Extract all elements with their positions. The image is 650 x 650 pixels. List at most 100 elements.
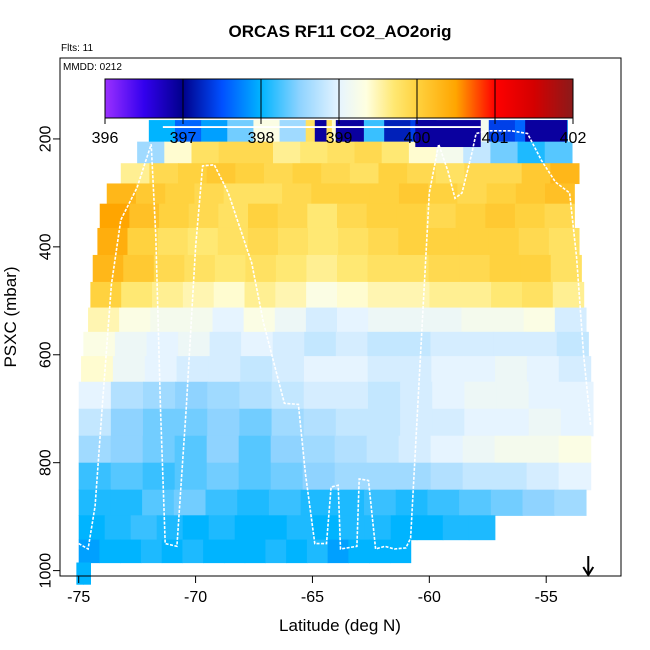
heat-cell [178, 163, 208, 185]
heat-cell [334, 462, 368, 491]
heat-cell [273, 141, 301, 164]
heat-cell [238, 435, 272, 464]
heat-cell [205, 489, 238, 516]
heat-cell [76, 562, 84, 585]
heat-cell-low [335, 120, 364, 142]
heat-cell [525, 331, 558, 357]
heat-cell [260, 515, 288, 541]
heat-cell [253, 120, 281, 143]
heat-cell [153, 254, 185, 283]
heat-cell [78, 435, 112, 464]
heat-cell [305, 307, 338, 333]
heat-cell [321, 163, 351, 185]
y-tick-label: 1000 [38, 553, 55, 589]
heat-cell [398, 281, 431, 309]
heat-cell [303, 356, 337, 383]
heat-cell [142, 435, 176, 464]
heat-cell [368, 227, 399, 256]
heat-cell [234, 515, 262, 541]
heat-cell [367, 408, 401, 437]
heat-cell [303, 381, 337, 410]
heat-cell [395, 489, 429, 516]
arrow-head [582, 566, 595, 577]
heat-cell [240, 356, 273, 383]
heat-cell [212, 307, 245, 333]
heat-cell [248, 203, 279, 229]
heat-cell [400, 381, 433, 410]
heat-cell [488, 227, 520, 256]
heat-cell [300, 141, 328, 164]
heat-cell [165, 183, 196, 205]
heat-cell [182, 515, 210, 541]
heat-cell [442, 515, 470, 541]
heat-cell [430, 331, 463, 357]
heat-cell [368, 307, 400, 333]
heat-cell [455, 203, 486, 229]
flight-track [78, 126, 592, 551]
heat-cell [78, 462, 112, 491]
heat-cell [358, 120, 385, 143]
heat-cell [263, 163, 294, 185]
heat-cell [459, 489, 492, 516]
heat-cell [227, 120, 255, 143]
heat-cell [110, 381, 144, 410]
heat-cell [407, 163, 437, 185]
heat-cell [159, 203, 190, 229]
heat-cell [369, 539, 391, 564]
heat-cell [81, 356, 114, 383]
heat-cell [490, 489, 524, 516]
heat-cell [364, 515, 392, 541]
colorbar-tick-label: 396 [92, 130, 119, 147]
heat-cell [142, 408, 176, 437]
heat-cell [327, 539, 349, 564]
heat-cell [142, 462, 176, 491]
heat-cell [367, 356, 401, 383]
heat-cell [239, 381, 273, 410]
heat-cell [148, 120, 176, 143]
heat-cell [334, 435, 368, 464]
heat-cell [389, 539, 412, 564]
heat-cell [366, 203, 397, 229]
heat-cell [312, 515, 340, 541]
heat-cell [110, 408, 144, 437]
heat-cell [398, 331, 432, 357]
heat-cell [398, 435, 432, 464]
colorbar-tick-label: 397 [170, 130, 197, 147]
heat-cell [308, 227, 339, 256]
heat-cell [123, 254, 155, 283]
heat-cell [99, 203, 130, 229]
heat-cell [428, 254, 460, 283]
heat-cell [238, 462, 272, 491]
chart-title: ORCAS RF11 CO2_AO2orig [229, 22, 452, 41]
heat-cell [349, 163, 380, 185]
heat-cell [428, 227, 460, 256]
heat-cell [239, 408, 273, 437]
colorbar-frame [104, 78, 574, 119]
heat-cell [164, 141, 193, 164]
heat-cell [554, 489, 587, 516]
heat-cell [307, 203, 338, 229]
heat-cell [327, 141, 356, 164]
heat-cell [548, 227, 580, 256]
heat-cell [528, 408, 562, 437]
heat-cell [432, 408, 465, 437]
heat-cell [97, 227, 129, 256]
heat-cell [223, 539, 246, 564]
heat-cell [106, 183, 137, 205]
heat-cell [99, 539, 121, 564]
heat-cell [247, 227, 279, 256]
heat-cell [399, 307, 431, 333]
heat-cell [367, 381, 401, 410]
heat-cell [458, 227, 490, 256]
heat-cell [137, 141, 165, 164]
heat-cell [367, 331, 400, 357]
heat-cell [521, 163, 551, 185]
heat-cell [187, 227, 219, 256]
heat-cell [462, 331, 495, 357]
position-arrow-icon [582, 556, 595, 577]
colorbar-tick-label: 398 [248, 130, 275, 147]
heat-cell [526, 462, 560, 491]
heat-cell [277, 203, 308, 229]
heat-cell [304, 331, 337, 357]
heat-cell [235, 163, 265, 185]
